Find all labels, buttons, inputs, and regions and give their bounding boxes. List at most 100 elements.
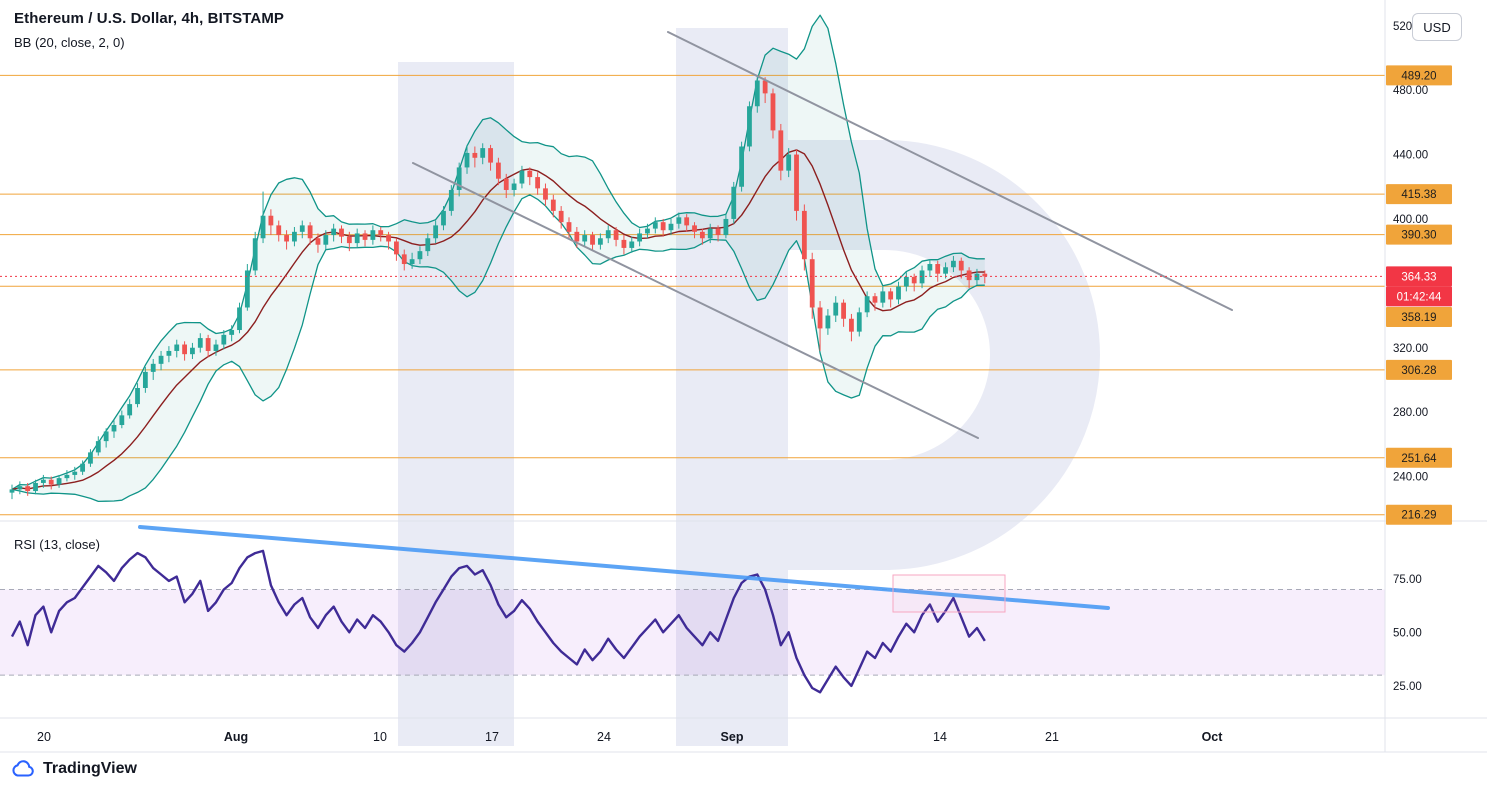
candle-body (597, 238, 603, 245)
rsi-axis[interactable]: 75.00 50.00 25.00 (1393, 574, 1422, 693)
candle-body (299, 225, 305, 232)
candle-body (856, 312, 862, 332)
candle-body (244, 270, 250, 308)
candle-body (966, 270, 972, 281)
rsi-highlight-box[interactable] (892, 574, 1006, 613)
rsi-tick-label: 75.00 (1393, 574, 1422, 586)
candle-body (48, 479, 54, 485)
time-tick-label: Sep (721, 730, 744, 744)
price-tick-label: 400.00 (1393, 214, 1428, 226)
price-level-label-text: 251.64 (1401, 453, 1437, 465)
candle-body (833, 302, 839, 316)
bar-countdown-label-bg (1386, 286, 1452, 307)
price-levels (0, 74, 1385, 516)
candle-body (801, 210, 807, 260)
candle-body (684, 217, 690, 226)
candle-body (142, 371, 148, 388)
candle-body (417, 251, 423, 260)
symbol-title[interactable]: Ethereum / U.S. Dollar, 4h, BITSTAMP (14, 10, 285, 27)
candle-body (880, 291, 886, 303)
candle-body (676, 217, 682, 224)
candle-body (660, 222, 666, 231)
price-tick-label: 280.00 (1393, 407, 1428, 419)
candle-body (354, 233, 360, 244)
tradingview-logo[interactable]: TradingView (10, 760, 137, 778)
candle-body (629, 241, 635, 248)
candle-body (582, 235, 588, 242)
time-tick-label: Oct (1202, 730, 1224, 744)
candle-body (825, 315, 831, 329)
candle-body (982, 273, 988, 277)
rsi-zone-band (0, 589, 1385, 676)
candle-body (229, 330, 235, 335)
price-level-label-text: 358.19 (1401, 312, 1436, 324)
time-axis[interactable]: 20 Aug 10 17 24 Sep 14 21 Oct (37, 730, 1223, 744)
candle-body (723, 218, 729, 236)
bar-countdown-label: 01:42:44 (1386, 286, 1452, 307)
rsi-tick-label: 25.00 (1393, 681, 1422, 693)
candle-body (558, 210, 564, 223)
candle-body (260, 215, 266, 239)
candle-body (794, 154, 799, 211)
candle-body (770, 93, 776, 131)
price-level-label: 489.20 (1386, 65, 1452, 86)
candle-body (958, 260, 964, 271)
candle-body (378, 230, 384, 236)
rsi-trendline[interactable] (138, 525, 1110, 610)
candle-body (951, 260, 956, 268)
candle-body (25, 486, 31, 492)
symbol-legend: Ethereum / U.S. Dollar, 4h, BITSTAMP BB … (14, 10, 284, 50)
candle-body (323, 235, 329, 245)
candle-body (872, 296, 878, 303)
candle-body (221, 334, 227, 345)
price-level-label: 306.28 (1386, 359, 1452, 380)
candle-body (17, 486, 23, 490)
candle-body (197, 338, 203, 348)
candle-body (927, 264, 933, 271)
candle-body (331, 228, 337, 236)
price-level-label-bg (1386, 447, 1452, 468)
candle-body (252, 238, 258, 271)
candle-body (409, 259, 415, 265)
candle-body (307, 225, 313, 239)
watermark-bowl (788, 140, 1100, 570)
candle-body (425, 238, 431, 252)
candle-body (127, 404, 133, 416)
price-level-label: 358.19 (1386, 307, 1452, 327)
candle-body (574, 231, 580, 242)
candle-body (456, 167, 462, 190)
gray-trendline[interactable] (412, 162, 979, 439)
rsi-line (10, 549, 986, 694)
rsi-tick-label: 50.00 (1393, 627, 1422, 639)
candle-body (754, 80, 760, 107)
candle-body (864, 296, 870, 313)
candle-body (433, 225, 439, 239)
candle-body (88, 452, 93, 464)
price-tick-label: 240.00 (1393, 472, 1428, 484)
candle-body (315, 238, 321, 245)
price-tick-label: 440.00 (1393, 150, 1428, 162)
candle-body (511, 183, 517, 190)
candle-body (888, 291, 894, 300)
price-level-label: 251.64 (1386, 447, 1452, 468)
candle-body (174, 344, 180, 351)
rsi-indicator-label[interactable]: RSI (13, close) (14, 537, 100, 552)
time-tick-label: 10 (373, 730, 387, 744)
candles (9, 75, 988, 500)
candle-body (237, 307, 242, 331)
current-price-label: 364.33 (1386, 266, 1452, 287)
candle-body (9, 489, 15, 493)
currency-toggle-button[interactable]: USD (1412, 13, 1462, 41)
candle-body (943, 267, 948, 274)
gray-trendline[interactable] (667, 31, 1233, 311)
candle-body (166, 350, 172, 356)
candle-body (284, 235, 289, 242)
candle-body (401, 254, 407, 265)
bb-indicator-label[interactable]: BB (20, close, 2, 0) (14, 35, 125, 50)
price-axis[interactable]: 520.00480.00440.00400.00320.00280.00240.… (1393, 21, 1428, 484)
price-level-label-bg (1386, 307, 1452, 327)
candle-body (919, 270, 925, 284)
candle-body (550, 199, 556, 211)
